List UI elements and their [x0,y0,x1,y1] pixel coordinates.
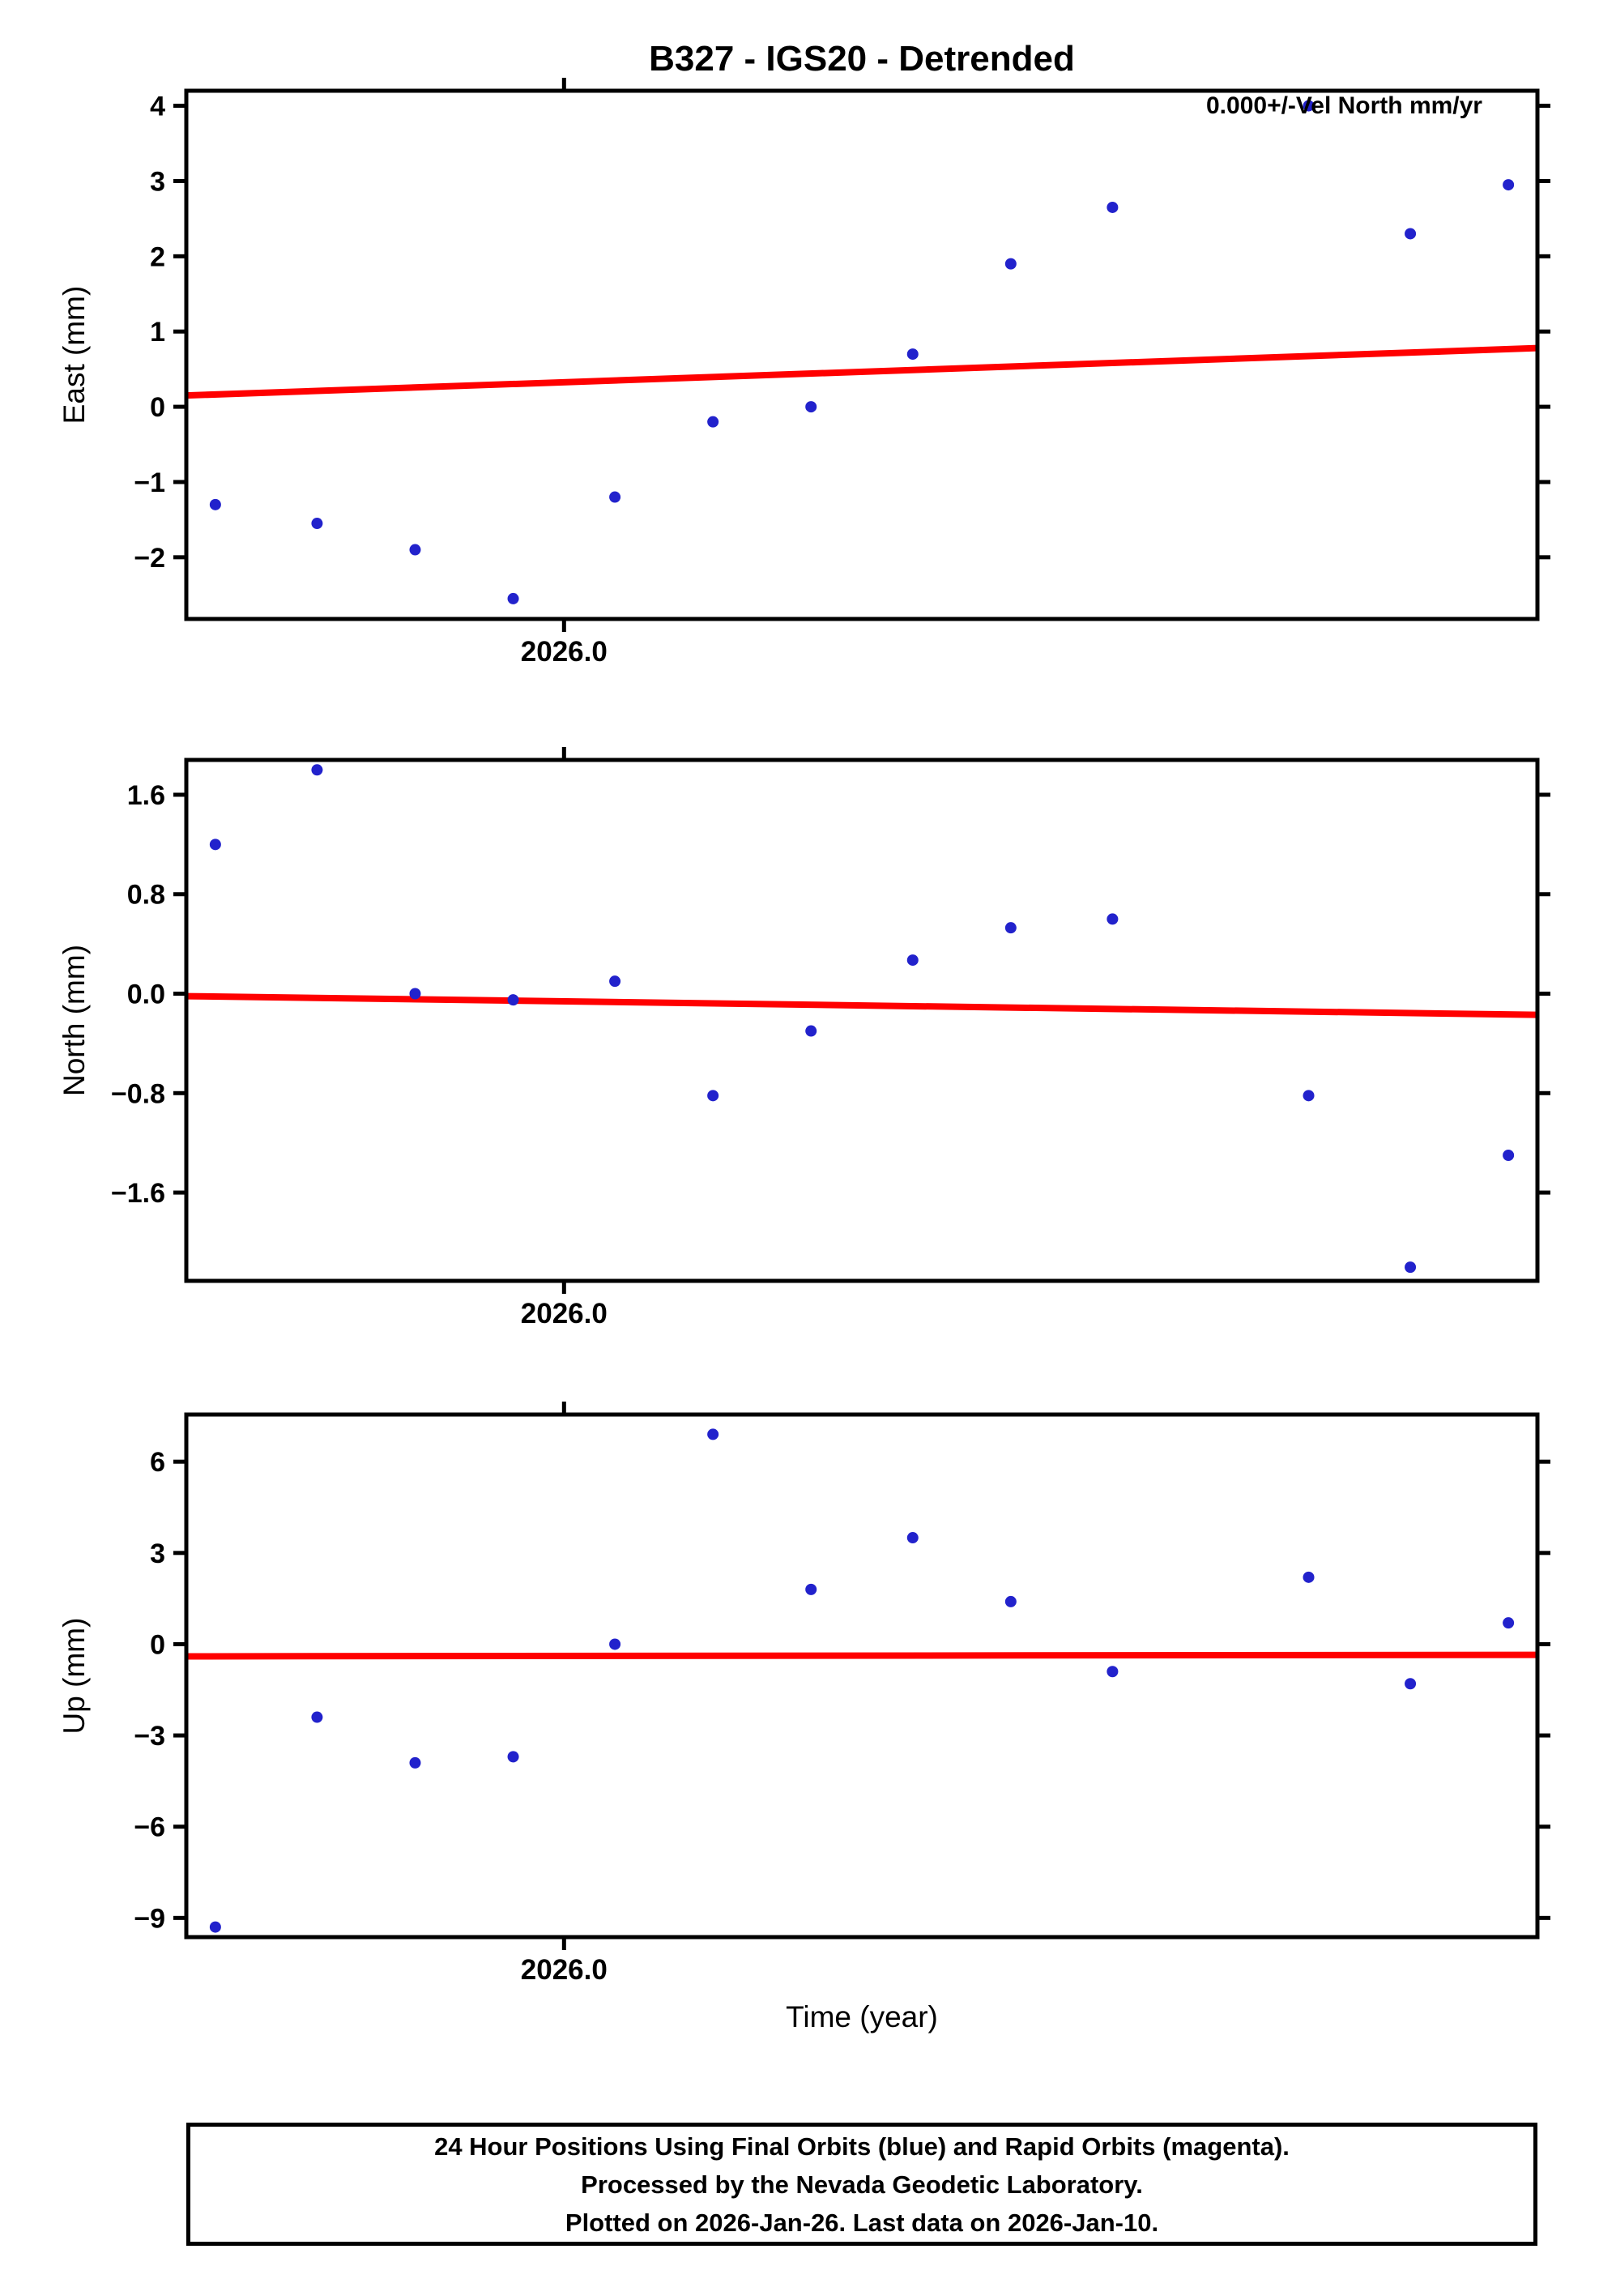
north-plot: 1.6 0.8 0.0 −0.8 −1.6 2026.0 North (mm) [58,747,1550,1329]
data-point [311,518,323,530]
y-tick-label: 0 [150,1629,165,1660]
data-point [805,1025,817,1037]
x-axis-label: Time (year) [786,2000,938,2034]
y-axis-label: North (mm) [58,945,91,1096]
data-point [1303,1571,1315,1583]
data-point [1107,1666,1119,1678]
data-point [906,954,919,967]
data-point [409,988,421,1000]
trend-line [185,1651,1538,1660]
data-point [1503,1617,1515,1629]
y-tick-label: −2 [134,543,165,574]
y-tick-label: −9 [134,1903,165,1934]
footer-line-3: Plotted on 2026-Jan-26. Last data on 202… [565,2208,1159,2237]
x-tick-label: 2026.0 [521,1298,608,1329]
data-point [311,764,323,776]
footer-line-1: 24 Hour Positions Using Final Orbits (bl… [434,2132,1290,2161]
data-point [1004,922,1017,934]
y-tick-label: 3 [150,166,165,197]
page-title: B327 - IGS20 - Detrended [649,39,1075,79]
data-point [507,1751,519,1763]
y-tick-label: 6 [150,1447,165,1478]
data-point [1405,1261,1417,1274]
y-tick-label: 1.6 [127,780,165,811]
data-point [1503,179,1515,191]
y-tick-label: 3 [150,1538,165,1569]
data-point [805,1583,817,1595]
data-point [409,544,421,556]
data-point [609,491,621,503]
x-tick-label: 2026.0 [521,636,608,668]
data-point [906,1532,919,1544]
y-tick-label: −3 [134,1721,165,1752]
data-point [707,1090,719,1102]
y-tick-label: −1.6 [111,1178,165,1209]
east-plot: 4 3 2 1 0 −1 −2 2026.0 East (mm) 0.000+/-Vel Nort… [58,78,1550,668]
trend-line [185,992,1538,1018]
data-point [1303,100,1315,112]
data-point [209,498,221,510]
y-tick-label: 0.0 [127,979,165,1010]
data-point [507,994,519,1006]
y-tick-label: 2 [150,241,165,272]
data-point [609,1638,621,1650]
y-tick-label: −0.8 [111,1078,165,1109]
trend-line [185,344,1538,399]
data-point [1107,201,1119,213]
data-point [906,348,919,361]
data-point [1405,1678,1417,1690]
data-point [805,401,817,413]
data-point [209,839,221,851]
y-tick-label: −6 [134,1812,165,1843]
data-point [1303,1090,1315,1102]
data-point [507,592,519,604]
data-point [409,1756,421,1769]
x-tick-label: 2026.0 [521,1954,608,1986]
data-point [311,1711,323,1723]
y-tick-label: 0 [150,392,165,423]
data-point [1503,1150,1515,1162]
y-tick-label: 4 [150,92,165,122]
y-tick-label: 1 [150,317,165,348]
data-point [209,1921,221,1933]
velocity-annotation: 0.000+/-Vel North mm/yr [1206,92,1482,119]
data-point [707,1428,719,1440]
up-plot: 6 3 0 −3 −6 −9 2026.0 Up (mm) [58,1402,1550,1986]
y-axis-label: East (mm) [58,286,91,425]
footer-line-2: Processed by the Nevada Geodetic Laborat… [581,2170,1143,2199]
footer-box: 24 Hour Positions Using Final Orbits (bl… [186,2123,1537,2246]
plot-frame [184,88,1540,621]
data-point [1405,228,1417,240]
y-axis-label: Up (mm) [58,1618,91,1735]
data-point [609,975,621,988]
y-tick-label: −1 [134,467,165,498]
data-point [1107,913,1119,925]
y-tick-label: 0.8 [127,880,165,911]
plot-frame [184,758,1540,1283]
data-point [1004,258,1017,270]
data-point [707,416,719,428]
plot-frame [184,1412,1540,1940]
data-point [1004,1595,1017,1607]
